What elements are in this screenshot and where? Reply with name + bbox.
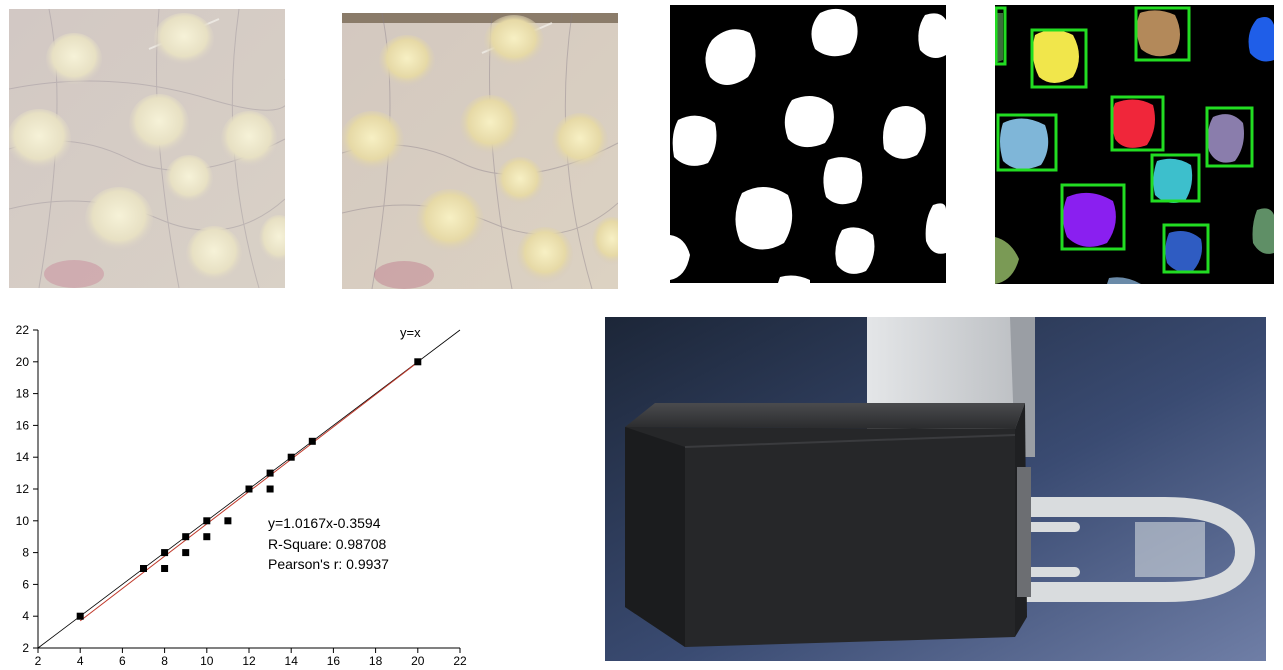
x-tick-label: 10: [200, 654, 214, 668]
device-photo: [605, 317, 1266, 661]
x-axis-ticks: 2 4 6 8 10 12 14 16 18 20 22: [35, 648, 467, 668]
binary-mask: [670, 5, 946, 283]
x-tick-label: 4: [77, 654, 84, 668]
pearson-annotation: Pearson's r: 0.9937: [268, 556, 389, 572]
reference-line-label: y=x: [400, 325, 421, 340]
data-point: [266, 485, 274, 493]
y-tick-label: 10: [16, 514, 30, 528]
y-tick-label: 6: [22, 577, 29, 591]
data-point: [182, 549, 190, 557]
x-tick-label: 18: [369, 654, 383, 668]
mask-blobs: [670, 8, 946, 283]
data-point: [161, 565, 169, 572]
data-point: [203, 517, 211, 525]
data-point: [287, 453, 295, 461]
y-tick-label: 16: [16, 418, 30, 432]
r-square-annotation: R-Square: 0.98708: [268, 536, 387, 552]
data-point: [76, 612, 84, 620]
x-tick-label: 8: [161, 654, 168, 668]
y-tick-label: 22: [16, 323, 30, 337]
y-tick-label: 20: [16, 355, 30, 369]
data-point: [266, 469, 274, 477]
data-point: [245, 485, 253, 493]
wheal-bumps: [9, 13, 285, 282]
connector: [1017, 467, 1031, 597]
labeled-detection: [995, 5, 1274, 284]
x-tick-label: 2: [35, 654, 42, 668]
y-tick-label: 2: [22, 641, 29, 655]
x-tick-label: 16: [327, 654, 341, 668]
y-tick-label: 14: [16, 450, 30, 464]
data-point: [308, 437, 316, 445]
skin-photo-original: [9, 9, 285, 288]
x-tick-label: 14: [285, 654, 299, 668]
y-tick-label: 8: [22, 546, 29, 560]
data-points: [76, 358, 422, 620]
x-tick-label: 6: [119, 654, 126, 668]
y-tick-label: 12: [16, 482, 30, 496]
data-point: [161, 549, 169, 557]
x-tick-label: 22: [453, 654, 467, 668]
y-tick-label: 4: [22, 609, 29, 623]
clip: [1135, 522, 1205, 577]
y-tick-label: 18: [16, 387, 30, 401]
data-point: [224, 517, 232, 525]
data-point: [414, 358, 422, 366]
bounding-boxes: [995, 6, 1254, 274]
x-tick-label: 20: [411, 654, 425, 668]
device-body: [625, 427, 1015, 647]
x-tick-label: 12: [242, 654, 256, 668]
device-top: [625, 403, 1025, 429]
data-point: [140, 565, 147, 572]
equation-annotation: y=1.0167x-0.3594: [268, 515, 381, 531]
skin-photo-enhanced: [342, 13, 618, 289]
y-axis-ticks: 2 4 6 8 10 12 14 16 18 20 22: [16, 323, 38, 655]
data-point: [182, 533, 190, 541]
data-point: [203, 533, 211, 541]
